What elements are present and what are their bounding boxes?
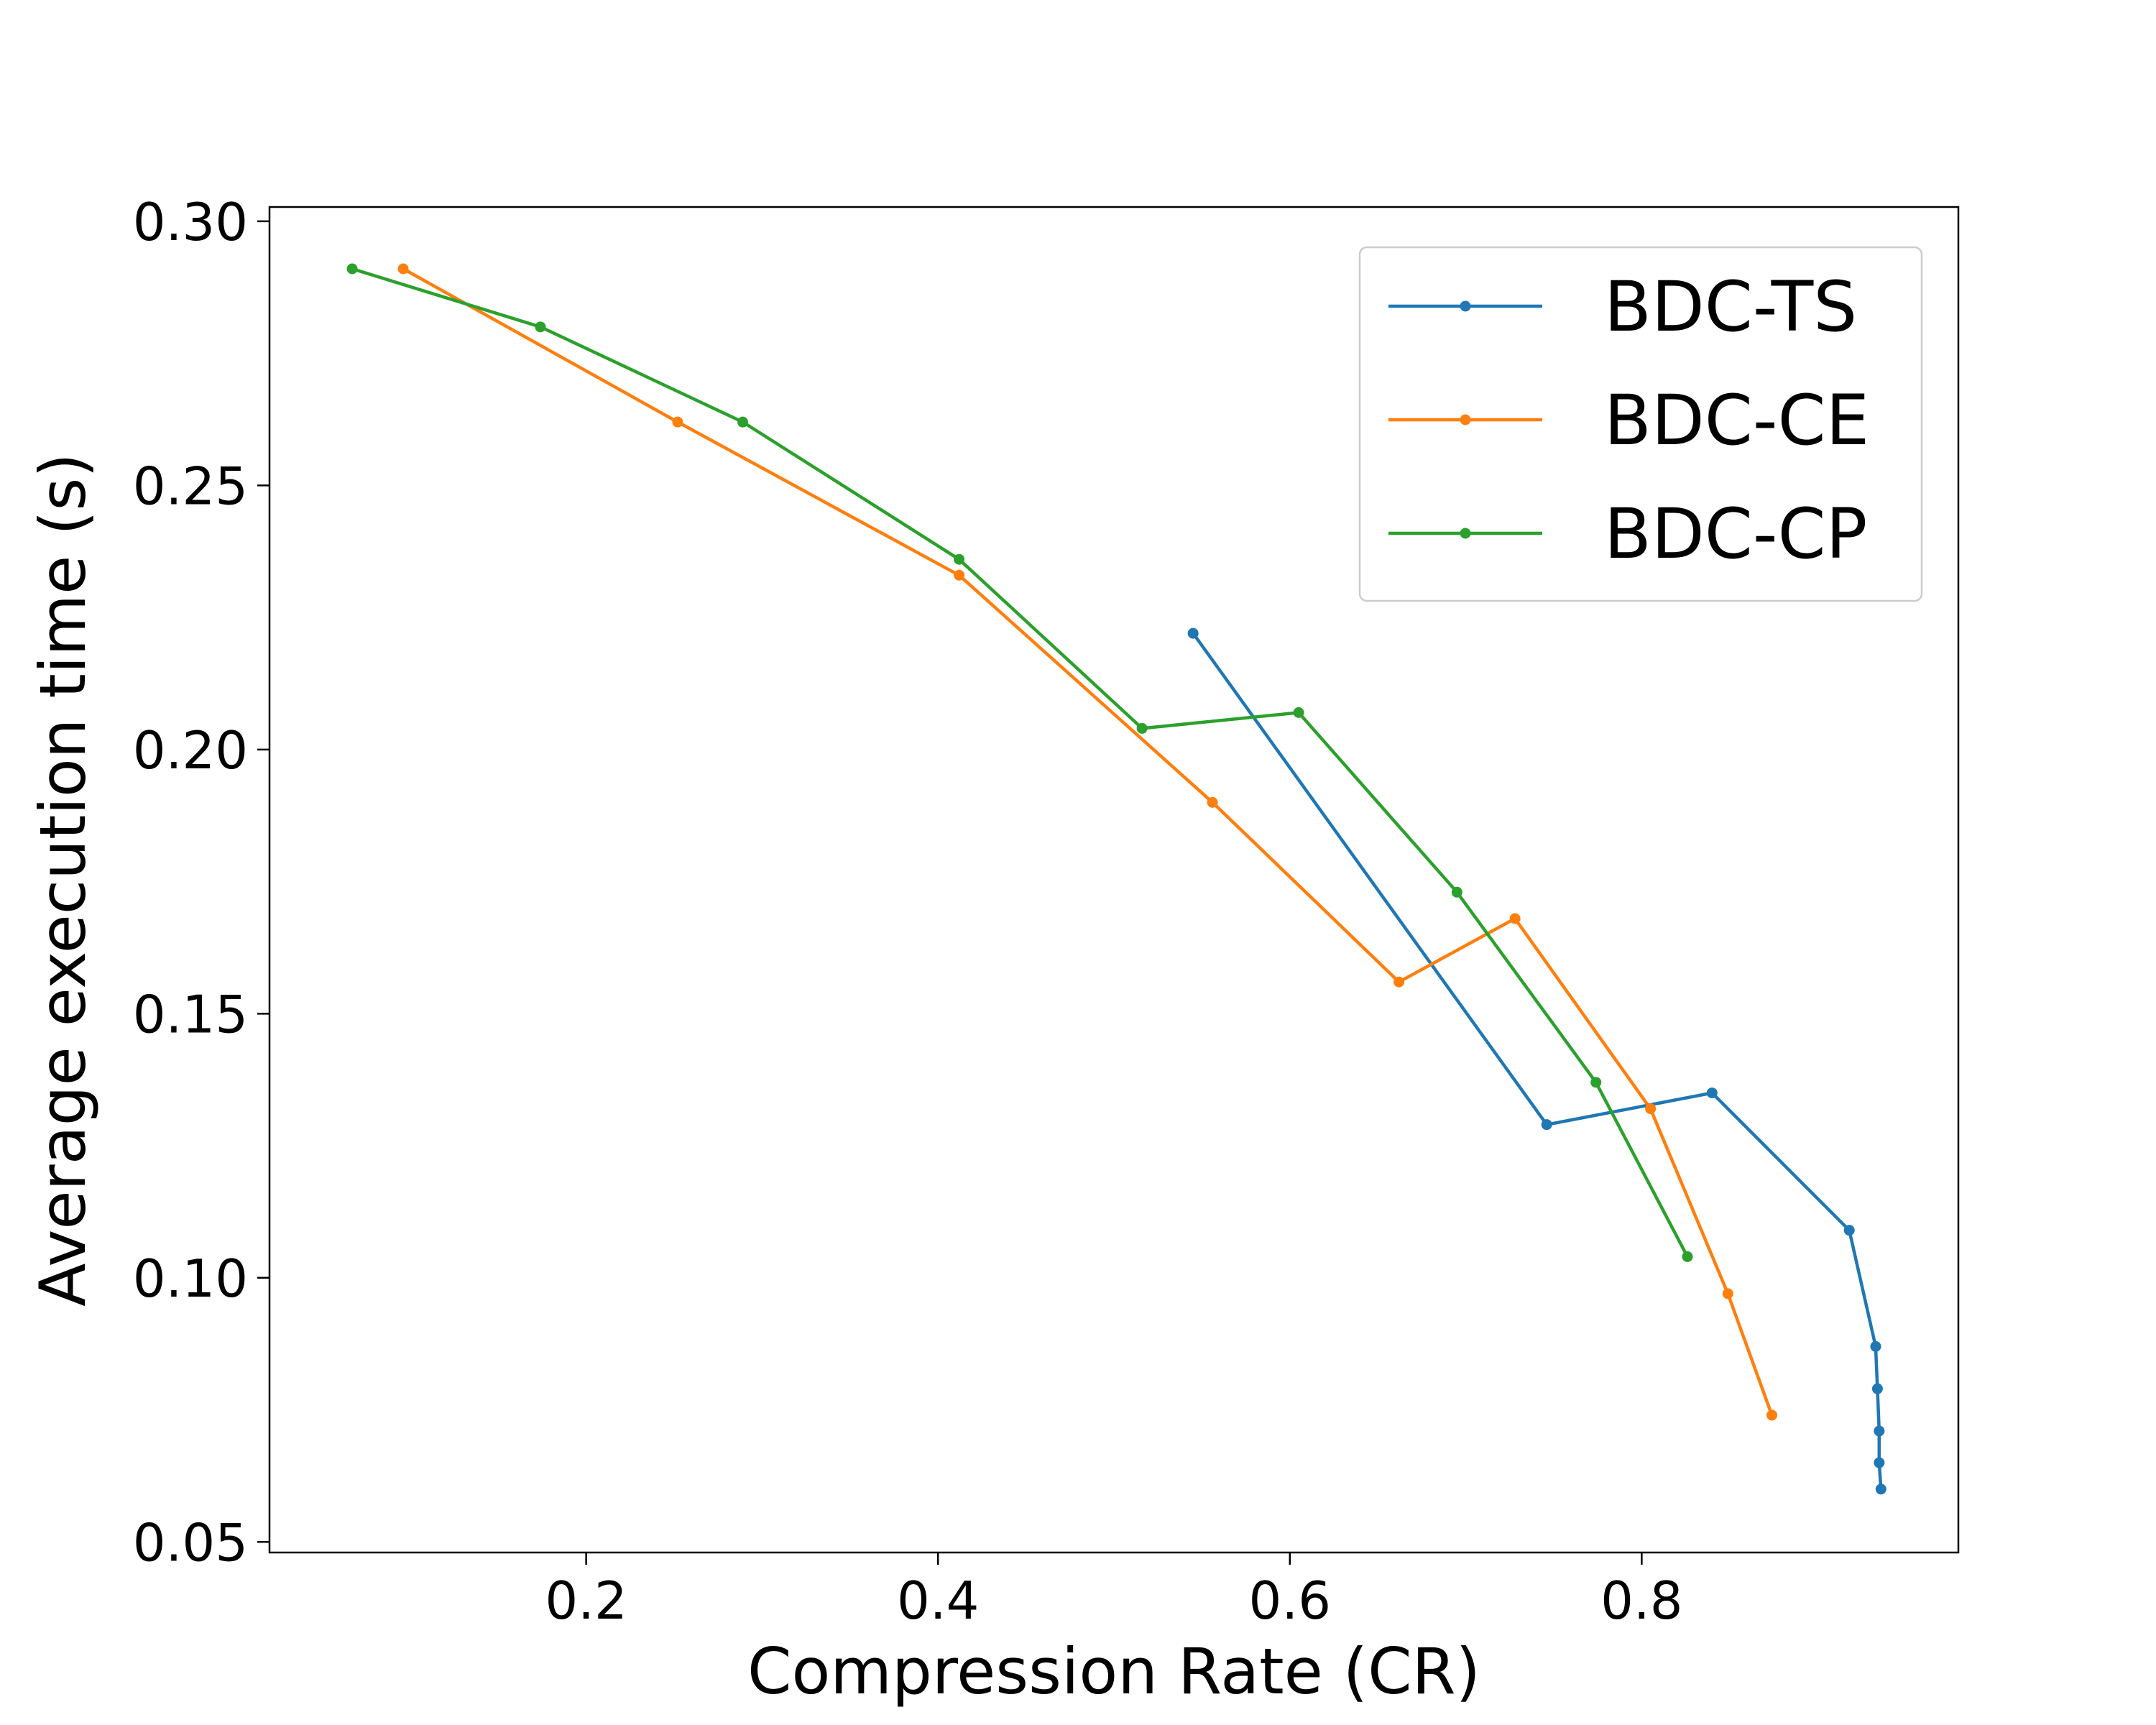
x-tick-label: 0.2 [545,1570,627,1631]
data-point-bdc-cp [346,263,358,275]
data-point-bdc-ce [1722,1288,1733,1300]
data-point-bdc-ts [1870,1340,1881,1352]
data-point-bdc-cp [1293,707,1304,718]
legend-label-bdc-ce: BDC-CE [1604,380,1869,461]
x-tick-label: 0.8 [1600,1570,1683,1631]
legend-marker-bdc-cp [1460,528,1471,539]
data-point-bdc-cp [1682,1251,1693,1262]
data-point-bdc-cp [535,321,546,333]
legend: BDC-TS BDC-CE BDC-CP [1358,246,1923,602]
data-point-bdc-cp [737,416,748,428]
data-point-bdc-cp [1136,722,1148,734]
data-point-bdc-ce [1766,1409,1778,1421]
y-tick-label: 0.20 [133,720,248,781]
y-tick-label: 0.10 [133,1248,248,1309]
x-tick-label: 0.6 [1249,1570,1332,1631]
data-point-bdc-ts [1541,1119,1552,1131]
legend-label-bdc-cp: BDC-CP [1604,494,1867,574]
data-point-bdc-cp [1590,1077,1602,1088]
data-point-bdc-ce [1207,796,1218,808]
series-group [346,263,1886,1495]
data-point-bdc-cp [1451,886,1462,898]
legend-label-bdc-ts: BDC-TS [1604,267,1857,347]
y-tick-label: 0.25 [133,456,248,516]
data-point-bdc-ts [1843,1225,1855,1236]
legend-marker-bdc-ce [1460,414,1471,426]
x-axis: 0.2 0.4 0.6 0.8 [545,1552,1683,1631]
x-tick-label: 0.4 [897,1570,980,1631]
data-point-bdc-ts [1187,627,1199,639]
data-point-bdc-ts [1875,1484,1886,1495]
legend-frame [1358,246,1923,602]
data-point-bdc-ce [1509,913,1521,924]
data-point-bdc-ce [954,569,965,581]
data-point-bdc-ts [1706,1087,1718,1099]
y-tick-label: 0.15 [133,984,248,1044]
data-point-bdc-ts [1871,1383,1883,1394]
data-point-bdc-ce [397,263,409,275]
data-point-bdc-ts [1874,1425,1885,1437]
legend-marker-bdc-ts [1460,300,1471,312]
y-axis: 0.05 0.10 0.15 0.20 0.25 0.30 [133,192,270,1573]
data-point-bdc-cp [954,553,965,565]
x-axis-label: Compression Rate (CR) [747,1634,1480,1708]
y-tick-label: 0.30 [133,192,248,252]
data-point-bdc-ce [1645,1103,1657,1115]
data-point-bdc-ts [1874,1457,1885,1468]
data-point-bdc-ce [1393,976,1405,988]
y-tick-label: 0.05 [133,1512,248,1573]
y-axis-label: Average execution time (s) [26,453,100,1306]
data-point-bdc-ce [672,416,683,428]
